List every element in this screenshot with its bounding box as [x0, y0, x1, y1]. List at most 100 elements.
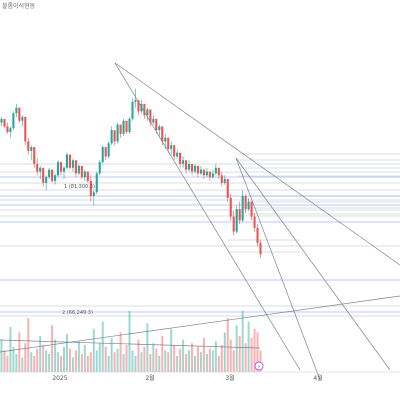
candle [21, 117, 24, 121]
volume-bar [98, 343, 101, 372]
volume-bar [119, 332, 122, 372]
volume-bar [223, 332, 226, 372]
candle [48, 169, 51, 178]
candle [226, 179, 229, 198]
volume-bar [21, 357, 24, 372]
event-marker-icon [254, 361, 264, 371]
volume-bar [167, 352, 170, 372]
candle [205, 171, 208, 176]
candle [223, 179, 226, 183]
chart-labels: 2025 2월 3월 4월 1 (81,300.3) 2 (66,249.3) ⚡ [0, 184, 400, 382]
candle [24, 117, 27, 142]
candle [253, 216, 256, 228]
volume-bar [232, 350, 235, 372]
candle [170, 145, 173, 149]
candle [161, 126, 164, 142]
candle [62, 167, 66, 172]
candle [256, 227, 259, 243]
volume-bar [27, 318, 30, 372]
candle [30, 147, 33, 151]
volume-bar [6, 355, 9, 372]
x-tick-label: 4월 [313, 374, 322, 382]
volume-bar [86, 355, 89, 372]
volume-bar [68, 348, 71, 372]
candle [6, 126, 9, 133]
volume-bar [214, 341, 217, 372]
candles [0, 88, 262, 258]
candle [107, 143, 110, 157]
candle [220, 175, 223, 183]
volume-bar [238, 336, 241, 372]
candle [74, 160, 77, 174]
volume-bar [128, 310, 131, 372]
candle [36, 164, 39, 172]
trend-line [0, 295, 400, 353]
volume-bar [208, 348, 211, 372]
fib-annotation: 1 (81,300.3) [64, 184, 95, 190]
volume-bar [173, 345, 176, 372]
trend-line [114, 62, 301, 371]
volume-bar [205, 354, 208, 372]
volume-bar [247, 321, 250, 372]
candle [235, 209, 238, 232]
candle [244, 195, 247, 210]
volume-bar [164, 350, 167, 372]
candle [247, 201, 250, 210]
candle [241, 195, 244, 221]
volume-bar [0, 339, 3, 372]
candle [39, 167, 42, 172]
volume-bar [161, 336, 164, 372]
candle [149, 109, 152, 123]
volume-bar [134, 355, 137, 372]
trend-line [114, 62, 400, 266]
volume-bar [83, 345, 86, 372]
volume-bar [116, 348, 119, 372]
candle [188, 164, 191, 170]
volume-bar [259, 350, 262, 372]
candle [119, 124, 122, 134]
volume-bar [226, 318, 229, 372]
candle [57, 162, 60, 176]
candle [250, 201, 253, 217]
candle [33, 147, 36, 164]
volume-bar [45, 350, 48, 372]
volume-bar [3, 350, 6, 372]
candle [185, 160, 188, 170]
volume-bar [131, 350, 134, 372]
candle [125, 120, 128, 133]
candle [229, 197, 232, 217]
candle [77, 165, 80, 174]
candle [134, 100, 137, 102]
candle [182, 160, 185, 164]
volume-bar [42, 345, 45, 372]
candle [211, 173, 214, 178]
volume-bar [202, 337, 205, 372]
volume-bar [143, 346, 146, 372]
candle [179, 152, 182, 164]
volume-bar [12, 346, 15, 372]
volume-bar [188, 350, 191, 372]
candle [146, 109, 149, 116]
candle [140, 103, 143, 112]
volume-bar [9, 327, 12, 372]
candle [259, 242, 262, 255]
candle [9, 128, 12, 133]
candle [68, 154, 72, 168]
volume-bar [211, 350, 214, 372]
candle [101, 147, 104, 163]
volume-bar [74, 350, 77, 372]
volume-bar [15, 354, 18, 372]
candle [155, 118, 158, 131]
volume-bar [18, 332, 21, 372]
volume-bar [185, 354, 188, 372]
volume-bar [95, 350, 98, 372]
x-tick-label: 2025 [52, 375, 67, 382]
volume-bar [125, 345, 128, 372]
candle [167, 137, 170, 149]
volume-bar [24, 343, 27, 372]
volume-bar [152, 343, 155, 372]
volume-bar [155, 348, 158, 372]
volume-bar [104, 346, 107, 372]
volume-bar [66, 334, 68, 372]
